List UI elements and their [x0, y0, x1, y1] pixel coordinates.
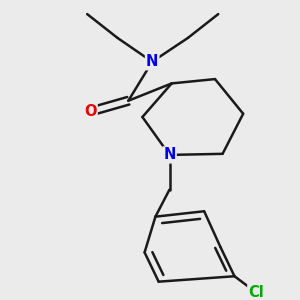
Text: N: N [163, 147, 176, 162]
Text: O: O [84, 104, 97, 119]
Text: N: N [146, 54, 158, 69]
Text: Cl: Cl [248, 285, 264, 300]
